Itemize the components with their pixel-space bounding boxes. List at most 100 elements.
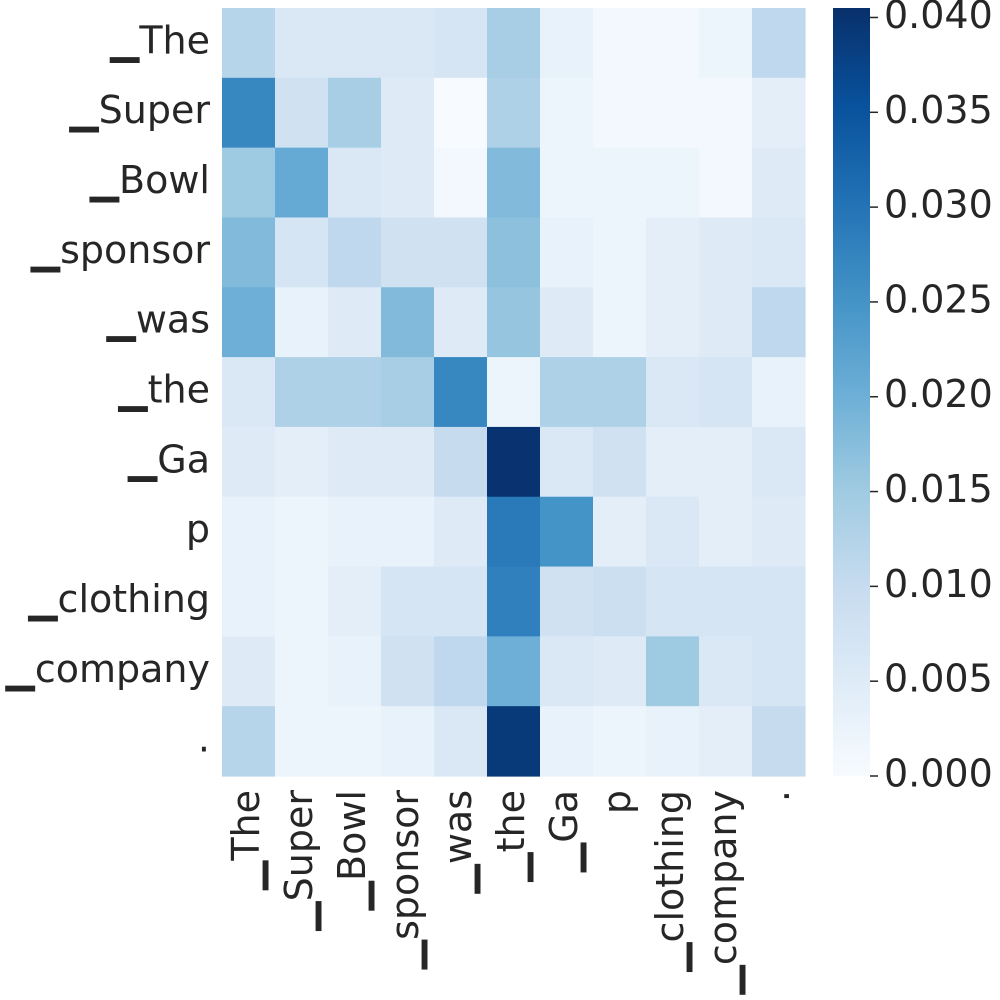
heatmap-cell [540, 636, 594, 707]
heatmap-cell [752, 77, 806, 149]
colorbar-tick-label: 0.005 [884, 657, 993, 701]
heatmap-cell [434, 147, 488, 219]
heatmap-cell [328, 147, 382, 219]
heatmap-cell [222, 426, 276, 498]
heatmap-cell [328, 426, 382, 498]
y-tick-label: ▁the [117, 368, 210, 413]
heatmap-cell [487, 287, 541, 358]
heatmap-cell [328, 8, 382, 79]
heatmap-cell [275, 636, 329, 707]
heatmap-cell [752, 636, 806, 707]
x-tick-label: p [595, 790, 639, 814]
heatmap-cell [646, 636, 700, 707]
heatmap-cell [699, 496, 753, 568]
heatmap-cell [593, 496, 647, 568]
colorbar-tick-label: 0.020 [884, 372, 993, 416]
heatmap-cell [540, 77, 594, 149]
heatmap-cell [593, 426, 647, 498]
heatmap-cell [434, 566, 488, 637]
x-tick-label: ▁Bowl [330, 790, 375, 911]
heatmap-cell [752, 706, 806, 777]
heatmap-cell [646, 706, 700, 777]
heatmap-cell [275, 217, 329, 288]
y-tick-label: ▁company [5, 647, 210, 692]
y-tick-label: ▁was [106, 298, 210, 343]
heatmap-cell [593, 287, 647, 358]
heatmap-cell [593, 147, 647, 219]
heatmap-cell [646, 8, 700, 79]
heatmap-cell [752, 426, 806, 498]
heatmap-cell [593, 77, 647, 149]
heatmap-cell [487, 566, 541, 637]
heatmap-cell [646, 566, 700, 637]
heatmap-cell [487, 77, 541, 149]
heatmap-cell [434, 217, 488, 288]
heatmap-cell [752, 147, 806, 219]
heatmap-cell [540, 357, 594, 428]
heatmap-cell [487, 636, 541, 707]
x-tick-label: ▁Ga [542, 790, 587, 873]
heatmap-cell [381, 287, 435, 358]
heatmap-cell [434, 496, 488, 568]
heatmap-cell [381, 636, 435, 707]
heatmap-cell [593, 217, 647, 288]
y-tick-label: ▁clothing [27, 577, 210, 622]
heatmap-cell [434, 287, 488, 358]
heatmap-cell [434, 8, 488, 79]
heatmap-cell [222, 77, 276, 149]
heatmap-cell [487, 357, 541, 428]
heatmap-cell [540, 566, 594, 637]
heatmap-cell [540, 426, 594, 498]
heatmap-cell [593, 8, 647, 79]
heatmap-cell [699, 706, 753, 777]
heatmap-cell [540, 496, 594, 568]
heatmap-cell [752, 357, 806, 428]
heatmap-cell [381, 8, 435, 79]
heatmap-cell [540, 147, 594, 219]
heatmap-cell [381, 426, 435, 498]
x-tick-label: . [754, 790, 798, 802]
heatmap-cell [434, 636, 488, 707]
y-tick-label: ▁Super [68, 88, 210, 133]
colorbar: 0.000 0.005 0.010 0.015 0.020 0.025 0.030 0.035… [833, 0, 993, 796]
heatmap-cell [434, 706, 488, 777]
heatmap-cell [222, 287, 276, 358]
heatmap-cell [487, 8, 541, 79]
heatmap-cell [646, 426, 700, 498]
heatmap-cell [646, 287, 700, 358]
heatmap-cell [699, 217, 753, 288]
heatmap-cell [275, 357, 329, 428]
heatmap-cell [699, 357, 753, 428]
heatmap-cell [593, 357, 647, 428]
heatmap-cell [328, 287, 382, 358]
colorbar-gradient [833, 8, 870, 776]
y-tick-label: . [198, 717, 210, 761]
y-tick-label: ▁The [109, 18, 210, 63]
heatmap-cell [487, 706, 541, 777]
heatmap-cell [593, 566, 647, 637]
heatmap-cell [646, 147, 700, 219]
x-tick-label: ▁sponsor [383, 790, 428, 971]
heatmap-cell [275, 147, 329, 219]
x-tick-label: ▁was [436, 790, 481, 894]
heatmap-cell [328, 217, 382, 288]
heatmap-cell [275, 426, 329, 498]
heatmap-cell [328, 566, 382, 637]
heatmap-cell [646, 77, 700, 149]
heatmap-cell [699, 77, 753, 149]
x-tick-label: ▁Super [277, 790, 322, 932]
heatmap-cell [752, 566, 806, 637]
heatmap-cells [222, 8, 806, 777]
heatmap-cell [699, 287, 753, 358]
heatmap-cell [275, 8, 329, 79]
heatmap-cell [434, 426, 488, 498]
heatmap-cell [275, 566, 329, 637]
heatmap-cell [646, 496, 700, 568]
heatmap-cell [381, 706, 435, 777]
heatmap-cell [222, 147, 276, 219]
heatmap-cell [752, 217, 806, 288]
heatmap-cell [593, 636, 647, 707]
heatmap-cell [381, 566, 435, 637]
heatmap-cell [487, 426, 541, 498]
